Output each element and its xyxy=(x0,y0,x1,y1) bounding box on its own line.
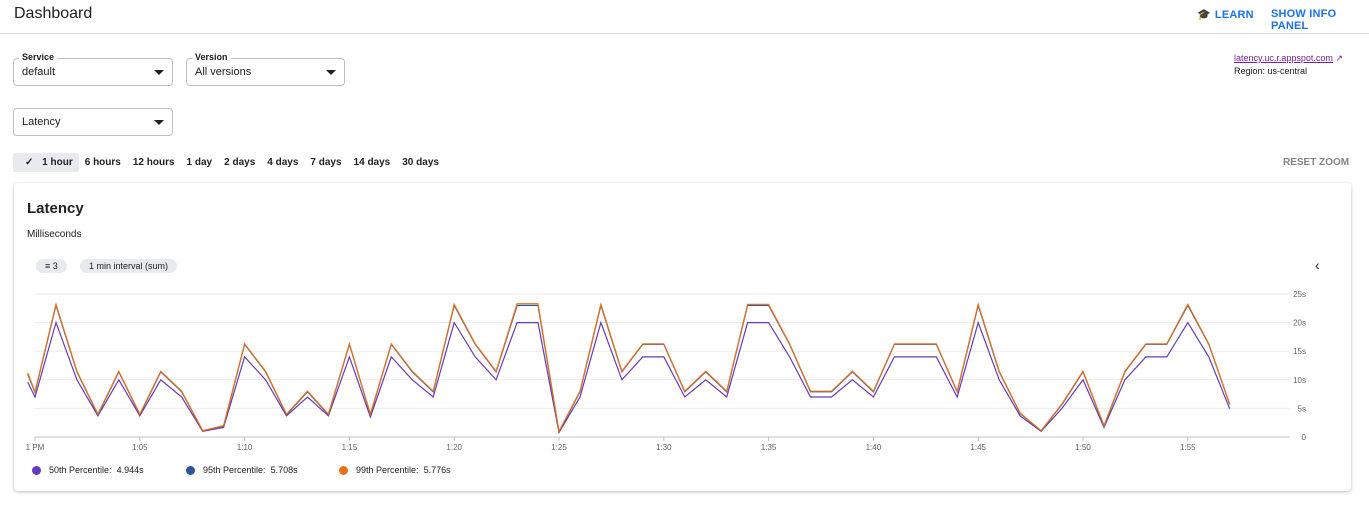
range-12-hours[interactable]: 12 hours xyxy=(132,157,175,168)
learn-button[interactable]: 🎓 LEARN xyxy=(1197,8,1254,22)
x-tick-label: 1:30 xyxy=(656,443,672,452)
service-select[interactable]: Service default xyxy=(13,52,173,86)
filter-count: 3 xyxy=(52,261,58,271)
latency-line-chart: 0 5s 10s 15s 20s 25s 1 PM 1:05 1:10 1:15 1:20 1:25 1… xyxy=(26,290,1307,452)
region-text: Region: us-central xyxy=(1234,66,1308,76)
range-label: 1 hour xyxy=(42,157,73,168)
school-icon: 🎓 xyxy=(1197,9,1211,21)
legend-label: 99th Percentile: xyxy=(356,465,419,475)
app-url-link[interactable]: latency.uc.r.appspot.com xyxy=(1234,53,1333,63)
y-tick-label: 0 xyxy=(1302,433,1307,442)
x-tick-label: 1 PM xyxy=(26,443,45,452)
chevron-left-icon[interactable]: ‹ xyxy=(1315,257,1320,273)
version-select[interactable]: Version All versions xyxy=(186,52,345,86)
legend-value: 5.776s xyxy=(423,465,451,475)
x-tick-label: 1:10 xyxy=(237,443,253,452)
range-1-hour[interactable]: ✓ 1 hour xyxy=(13,153,79,172)
chart-subtitle: Milliseconds xyxy=(27,229,82,240)
page-title: Dashboard xyxy=(14,5,93,22)
dropdown-arrow-icon xyxy=(326,69,336,75)
legend-label: 95th Percentile: xyxy=(203,465,266,475)
range-7-days[interactable]: 7 days xyxy=(310,157,342,168)
reset-zoom-button[interactable]: RESET ZOOM xyxy=(1283,157,1350,168)
header-divider xyxy=(0,33,1369,34)
series-line-99th-percentile xyxy=(27,302,1231,434)
y-tick-label: 25s xyxy=(1293,290,1306,299)
dropdown-arrow-icon xyxy=(154,119,164,125)
x-tick-label: 1:55 xyxy=(1180,443,1196,452)
range-6-hours[interactable]: 6 hours xyxy=(84,157,121,168)
legend-value: 5.708s xyxy=(270,465,298,475)
app-info: latency.uc.r.appspot.com ↗ Region: us-ce… xyxy=(1234,53,1343,76)
x-tick-label: 1:15 xyxy=(342,443,358,452)
legend-item-p99: 99th Percentile: 5.776s xyxy=(339,465,451,475)
service-label: Service xyxy=(19,52,58,62)
show-info-panel-button[interactable]: SHOW INFO PANEL xyxy=(1271,8,1337,32)
check-icon: ✓ xyxy=(25,157,37,168)
x-tick-label: 1:05 xyxy=(132,443,148,452)
y-tick-label: 10s xyxy=(1293,376,1306,385)
interval-chip[interactable]: 1 min interval (sum) xyxy=(80,259,178,273)
x-tick-label: 1:35 xyxy=(761,443,777,452)
metric-select[interactable]: Latency xyxy=(13,108,173,136)
range-2-days[interactable]: 2 days xyxy=(224,157,256,168)
y-tick-label: 15s xyxy=(1293,347,1306,356)
service-value: default xyxy=(22,66,56,78)
legend-dot xyxy=(186,465,195,475)
filter-chip[interactable]: ≡ 3 xyxy=(36,259,67,273)
legend-label: 50th Percentile: xyxy=(49,465,112,475)
series-line-50th-percentile xyxy=(27,320,1231,435)
metric-value: Latency xyxy=(22,116,61,128)
range-1-day[interactable]: 1 day xyxy=(186,157,213,168)
y-tick-label: 20s xyxy=(1293,319,1306,328)
y-tick-label: 5s xyxy=(1298,404,1306,413)
x-tick-label: 1:40 xyxy=(866,443,882,452)
range-4-days[interactable]: 4 days xyxy=(267,157,299,168)
series-line-95th-percentile xyxy=(27,303,1231,434)
learn-label: LEARN xyxy=(1214,8,1254,21)
range-14-days[interactable]: 14 days xyxy=(353,157,391,168)
version-value: All versions xyxy=(195,66,252,78)
legend-dot xyxy=(339,465,348,475)
external-link-icon: ↗ xyxy=(1335,53,1343,63)
legend-dot xyxy=(32,465,41,475)
dropdown-arrow-icon xyxy=(154,69,164,75)
filter-icon: ≡ xyxy=(45,261,53,271)
chart-title: Latency xyxy=(27,200,84,217)
legend-item-p50: 50th Percentile: 4.944s xyxy=(32,465,144,475)
range-30-days[interactable]: 30 days xyxy=(402,157,439,168)
x-tick-label: 1:50 xyxy=(1075,443,1091,452)
x-tick-label: 1:45 xyxy=(970,443,986,452)
legend-value: 4.944s xyxy=(116,465,144,475)
x-tick-label: 1:20 xyxy=(446,443,462,452)
version-label: Version xyxy=(192,52,231,62)
legend-item-p95: 95th Percentile: 5.708s xyxy=(186,465,298,475)
x-tick-label: 1:25 xyxy=(551,443,567,452)
time-range-selector: ✓ 1 hour 6 hours 12 hours 1 day 2 days 4… xyxy=(13,153,445,172)
